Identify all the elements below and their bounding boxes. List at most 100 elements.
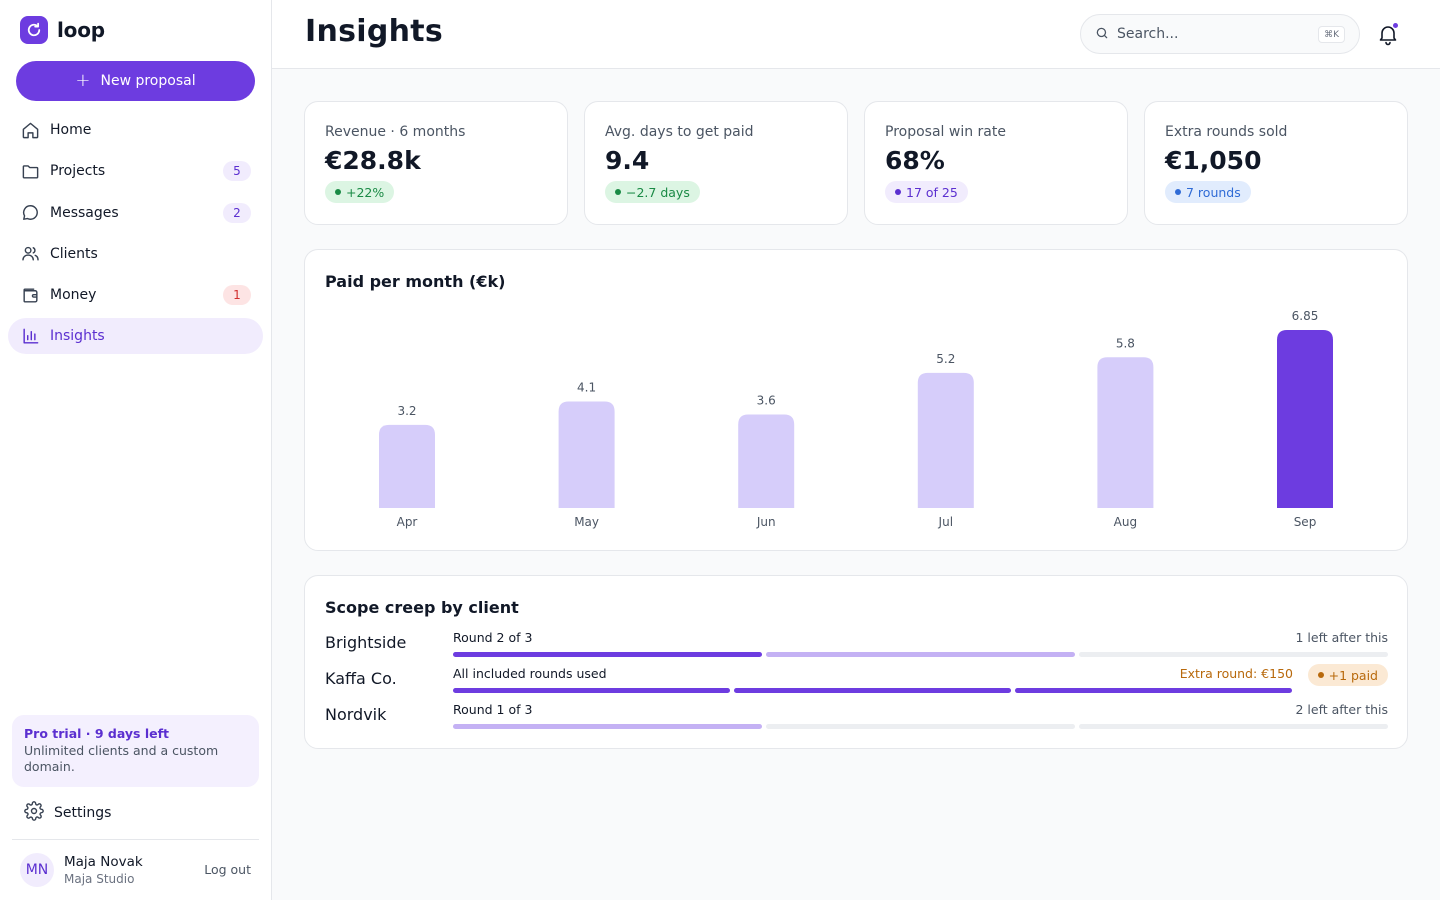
bar-jul[interactable] xyxy=(917,372,974,508)
page-title: Insights xyxy=(305,14,444,49)
stat-value: 9.4 xyxy=(605,146,650,175)
paid-per-month-chart-card: 3.2 Apr 4.1 May 3.6 Jun 5.2 Jul 5.8 Aug 6.85 Sep Pa… xyxy=(304,249,1408,551)
sidebar-item-messages[interactable]: Messages 2 xyxy=(8,195,263,231)
round-progress xyxy=(453,724,1388,729)
money-alert-badge: 1 xyxy=(223,285,251,306)
sidebar-item-money[interactable]: Money 1 xyxy=(8,277,263,313)
data-label: 5.8 xyxy=(1116,336,1135,350)
scope-row-kaffa[interactable]: Kaffa Co. All included rounds used Extra… xyxy=(325,664,1388,701)
search-input[interactable] xyxy=(1117,26,1307,42)
stat-value: €28.8k xyxy=(325,146,421,175)
notification-dot xyxy=(1393,23,1398,28)
scope-creep-card: Scope creep by client Brightside Round 2… xyxy=(304,575,1408,749)
stat-label: Proposal win rate xyxy=(885,124,1006,140)
sidebar: loop + New proposal Home Projects 5 Mess… xyxy=(0,0,272,900)
extra-paid-label: +1 paid xyxy=(1328,667,1378,683)
search-icon xyxy=(1095,25,1109,44)
dot-icon xyxy=(335,189,341,195)
search-box[interactable]: ⌘K xyxy=(1080,14,1360,54)
dot-icon xyxy=(1317,672,1324,678)
sidebar-item-clients[interactable]: Clients xyxy=(8,236,263,272)
stat-card-win-rate[interactable]: Proposal win rate 68% 17 of 25 xyxy=(864,101,1128,225)
round-segment xyxy=(453,652,762,657)
round-segment xyxy=(1079,652,1388,657)
new-proposal-button[interactable]: + New proposal xyxy=(16,61,255,101)
round-segment xyxy=(453,724,762,729)
brand-name: loop xyxy=(57,18,105,42)
stat-detail: 17 of 25 xyxy=(906,184,958,200)
client-name: Brightside xyxy=(325,633,407,652)
data-label: 3.2 xyxy=(397,404,416,418)
extra-paid-pill: +1 paid xyxy=(1307,664,1388,686)
bar-may[interactable] xyxy=(558,401,615,508)
x-tick-label: Jun xyxy=(756,515,776,529)
x-tick-label: Sep xyxy=(1294,515,1317,529)
bar-sep[interactable] xyxy=(1277,330,1333,508)
sidebar-item-home[interactable]: Home xyxy=(8,112,263,148)
dot-icon xyxy=(1175,189,1181,195)
scope-row-nordvik[interactable]: Nordvik Round 1 of 3 2 left after this xyxy=(325,701,1388,737)
message-icon xyxy=(20,203,40,223)
scope-title: Scope creep by client xyxy=(325,598,519,617)
logout-link[interactable]: Log out xyxy=(204,862,251,877)
new-proposal-label: New proposal xyxy=(100,73,196,89)
settings-link[interactable]: Settings xyxy=(12,796,259,830)
bar-aug[interactable] xyxy=(1097,357,1154,508)
sidebar-item-label: Clients xyxy=(50,245,98,262)
sidebar-item-label: Money xyxy=(50,287,97,304)
round-segment xyxy=(766,652,1075,657)
top-bar: Insights ⌘K xyxy=(272,0,1440,69)
x-tick-label: May xyxy=(574,515,599,529)
round-segment xyxy=(1079,724,1388,729)
avatar[interactable]: MN xyxy=(20,853,54,887)
trial-title: Pro trial · 9 days left xyxy=(24,726,170,741)
bar-jun[interactable] xyxy=(738,414,795,508)
stat-detail-pill: 17 of 25 xyxy=(885,181,968,203)
round-label: Round 1 of 3 xyxy=(453,702,533,717)
home-icon xyxy=(20,120,40,140)
round-progress xyxy=(453,688,1292,693)
rounds-left-note: 2 left after this xyxy=(1295,702,1389,717)
scope-row-brightside[interactable]: Brightside Round 2 of 3 1 left after thi… xyxy=(325,629,1388,665)
notifications-button[interactable] xyxy=(1376,22,1400,46)
user-info: Maja Novak Maja Studio xyxy=(64,854,143,886)
stat-card-revenue[interactable]: Revenue · 6 months €28.8k +22% xyxy=(304,101,568,225)
data-label: 5.2 xyxy=(936,352,955,366)
stat-value: €1,050 xyxy=(1165,146,1262,175)
stat-change-pill: −2.7 days xyxy=(605,181,700,203)
bar-apr[interactable] xyxy=(379,424,435,508)
dot-icon xyxy=(615,189,621,195)
client-name: Kaffa Co. xyxy=(325,669,397,688)
sidebar-item-projects[interactable]: Projects 5 xyxy=(8,153,263,189)
stat-change: +22% xyxy=(346,184,385,200)
sidebar-nav: Home Projects 5 Messages 2 Clients xyxy=(8,112,263,360)
chart-title: Paid per month (€k) xyxy=(325,272,506,291)
stat-detail-pill: 7 rounds xyxy=(1165,181,1251,203)
x-tick-label: Jul xyxy=(938,515,953,529)
brand[interactable]: loop xyxy=(20,16,105,44)
stat-change: −2.7 days xyxy=(626,184,690,200)
bell-icon xyxy=(1376,26,1400,50)
folder-icon xyxy=(20,161,40,181)
sidebar-item-label: Home xyxy=(50,122,92,138)
round-segment xyxy=(453,688,730,693)
round-progress xyxy=(453,652,1388,657)
stat-card-extra-rounds[interactable]: Extra rounds sold €1,050 7 rounds xyxy=(1144,101,1408,225)
data-label: 3.6 xyxy=(757,393,776,407)
dot-icon xyxy=(895,189,901,195)
stat-card-days-to-paid[interactable]: Avg. days to get paid 9.4 −2.7 days xyxy=(584,101,848,225)
sidebar-item-insights[interactable]: Insights xyxy=(8,318,263,355)
x-tick-label: Aug xyxy=(1114,515,1137,529)
stat-label: Revenue · 6 months xyxy=(325,124,466,140)
stat-label: Extra rounds sold xyxy=(1165,124,1288,140)
loop-logo-icon xyxy=(20,16,48,44)
stat-detail: 7 rounds xyxy=(1186,184,1241,200)
sidebar-item-label: Projects xyxy=(50,163,106,180)
plus-icon: + xyxy=(75,70,91,91)
paid-per-month-chart: 3.2 Apr 4.1 May 3.6 Jun 5.2 Jul 5.8 Aug 6.85 Sep xyxy=(379,309,1333,529)
scope-rows: Brightside Round 2 of 3 1 left after thi… xyxy=(325,629,1388,737)
x-tick-label: Apr xyxy=(397,515,418,529)
pro-trial-banner[interactable]: Pro trial · 9 days left Unlimited client… xyxy=(12,715,259,787)
user-org: Maja Studio xyxy=(64,872,135,886)
trial-description: Unlimited clients and a custom domain. xyxy=(24,743,219,774)
